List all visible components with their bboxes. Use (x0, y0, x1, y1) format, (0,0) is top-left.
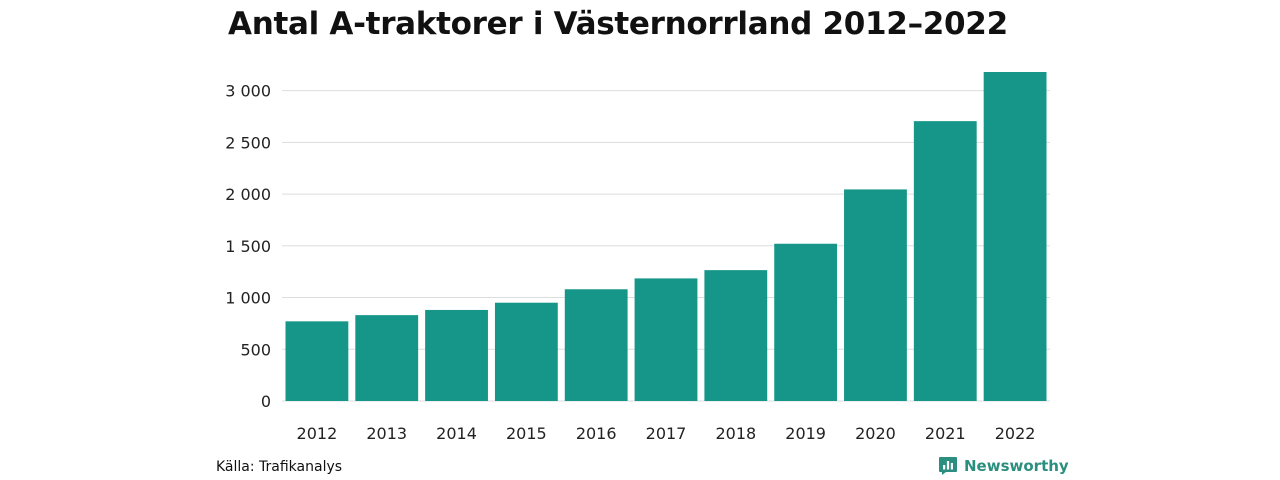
x-tick-label: 2021 (925, 424, 966, 443)
y-tick-label: 500 (240, 340, 271, 359)
x-axis-ticks: 2012 2013 2014 2015 2016 2017 2018 2019 2020 2021… (297, 424, 1036, 443)
x-tick-label: 2014 (436, 424, 477, 443)
x-tick-label: 2020 (855, 424, 896, 443)
x-tick-label: 2019 (785, 424, 826, 443)
bar-2015 (494, 302, 558, 401)
y-tick-label: 2 500 (225, 133, 271, 152)
y-tick-label: 1 500 (225, 237, 271, 256)
x-tick-label: 2017 (646, 424, 687, 443)
bars (285, 72, 1047, 402)
x-tick-label: 2022 (995, 424, 1036, 443)
brand-name: Newsworthy (964, 457, 1069, 475)
x-tick-label: 2015 (506, 424, 547, 443)
y-tick-label: 1 000 (225, 289, 271, 308)
y-tick-label: 2 000 (225, 185, 271, 204)
bar-2012 (285, 321, 349, 401)
bar-2014 (425, 309, 488, 401)
bar-2021 (913, 121, 977, 402)
y-tick-label: 0 (261, 392, 271, 411)
x-tick-label: 2016 (576, 424, 617, 443)
chart-title: Antal A-traktorer i Västernorrland 2012–… (228, 6, 1008, 42)
x-tick-label: 2013 (366, 424, 407, 443)
y-axis-ticks: 0 500 1 000 1 500 2 000 2 500 3 000 (225, 82, 271, 411)
source-note: Källa: Trafikanalys (216, 459, 343, 475)
bar-2020 (844, 189, 907, 401)
bar-2017 (634, 278, 698, 401)
bar-2022 (983, 72, 1047, 401)
brand-logo: Newsworthy (938, 456, 1069, 476)
x-tick-label: 2018 (715, 424, 756, 443)
x-tick-label: 2012 (297, 424, 338, 443)
bar-2016 (564, 289, 628, 401)
bar-2019 (774, 243, 838, 401)
bar-2018 (704, 270, 768, 401)
bar-2013 (355, 315, 419, 401)
newsworthy-logo-icon (939, 457, 957, 475)
y-tick-label: 3 000 (225, 82, 271, 101)
